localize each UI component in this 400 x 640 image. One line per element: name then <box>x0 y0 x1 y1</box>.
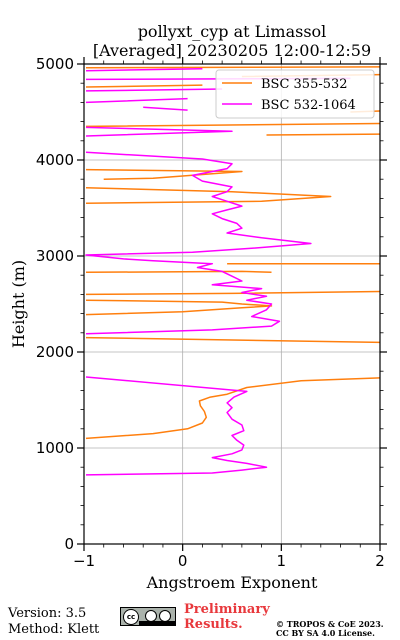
x-tick-label: −1 <box>73 552 95 570</box>
x-axis-label: Angstroem Exponent <box>146 573 318 592</box>
y-tick-label: 1000 <box>36 439 74 457</box>
legend-label: BSC 532-1064 <box>261 98 356 113</box>
cc-license-badge-icon: cc <box>120 607 176 626</box>
y-tick-label: 2000 <box>36 343 74 361</box>
y-axis-label: Height (m) <box>9 260 28 348</box>
y-tick-label: 3000 <box>36 247 74 265</box>
credit-line2: CC BY SA 4.0 License. <box>276 628 375 638</box>
chart-title: pollyxt_cyp at Limassol <box>137 22 327 41</box>
results-label: Results. <box>184 617 243 632</box>
cc-icon: cc <box>123 609 139 625</box>
version-label: Version: 3.5 <box>8 606 87 621</box>
grid-lines <box>83 63 381 545</box>
credit-line1: © TROPOS & CoE 2023. <box>276 619 384 629</box>
x-tick-label: 0 <box>178 552 188 570</box>
credit-notice: © TROPOS & CoE 2023. CC BY SA 4.0 Licens… <box>276 620 384 638</box>
x-tick-label: 2 <box>375 552 385 570</box>
chart-subtitle: [Averaged] 20230205 12:00-12:59 <box>92 41 372 60</box>
series-layer <box>85 66 380 476</box>
legend-label: BSC 355-532 <box>261 77 348 92</box>
preliminary-label: Preliminary <box>184 602 270 617</box>
preliminary-notice: Preliminary Results. <box>184 602 270 632</box>
legend-box <box>215 69 375 119</box>
method-label: Method: Klett <box>8 622 100 637</box>
series-line-bsc-355-532 <box>85 66 380 440</box>
y-tick-label: 4000 <box>36 151 74 169</box>
license-strip <box>139 621 175 625</box>
x-tick-label: 1 <box>277 552 287 570</box>
axis-ticks <box>77 57 387 551</box>
legend: BSC 355-532 BSC 532-1064 <box>215 69 375 119</box>
plot-frame <box>83 63 381 545</box>
y-tick-label: 5000 <box>36 55 74 73</box>
y-tick-label: 0 <box>64 535 74 553</box>
